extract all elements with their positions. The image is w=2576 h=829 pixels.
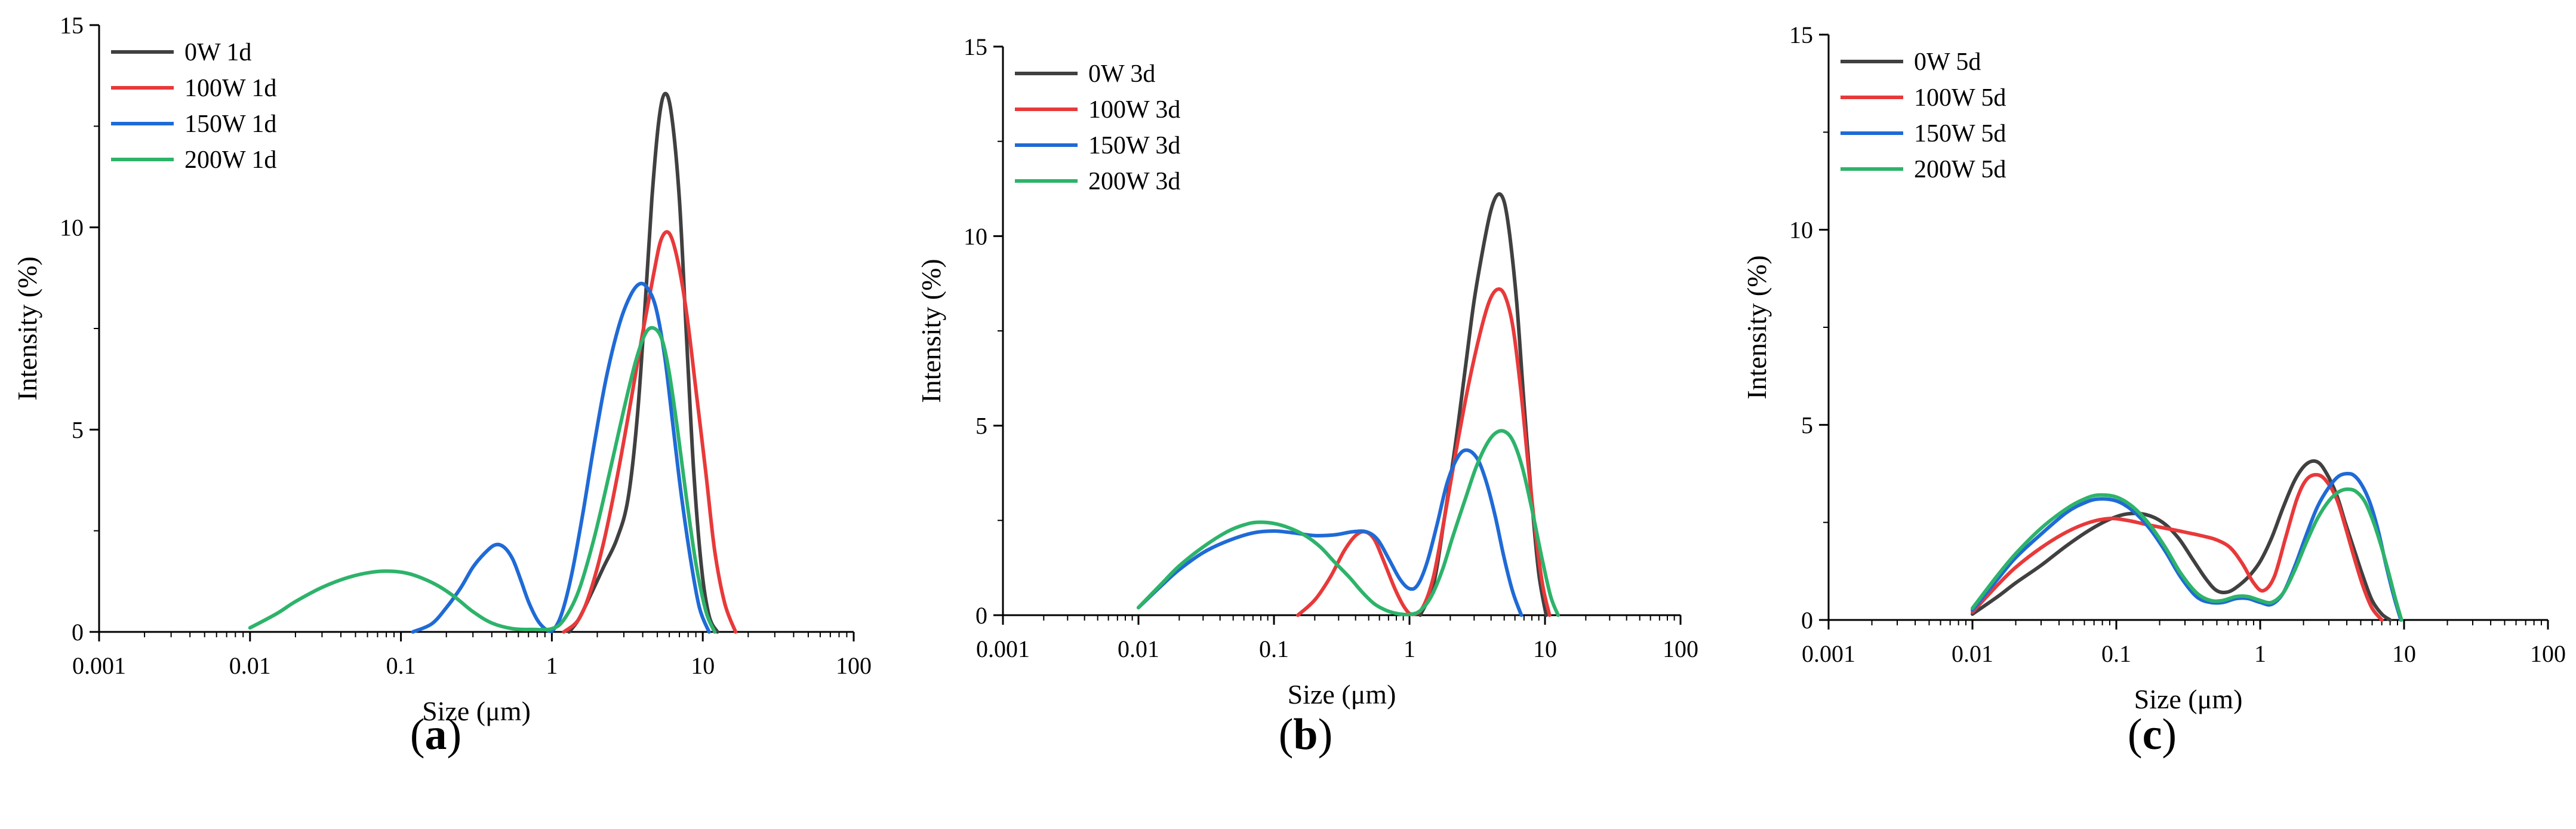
legend-entry-150w: 150W 3d [1088,132,1180,159]
legend-entry-100w: 100W 3d [1088,96,1180,124]
series-line-150w [1137,448,1524,617]
x-axis-label: Size (μm) [2134,684,2243,714]
x-tick-label: 100 [2530,640,2566,667]
legend-entry-0w: 0W 1d [184,39,251,66]
x-tick-label: 0.001 [976,635,1030,662]
series-line-200w [248,326,717,634]
y-tick-label: 10 [60,214,84,241]
y-tick-label: 15 [964,33,987,60]
legend-entry-0w: 0W 3d [1088,60,1155,88]
panel-label-b: (b) [1278,710,1333,759]
legend-entry-100w: 100W 1d [184,75,276,102]
y-tick-label: 15 [60,12,84,39]
x-tick-label: 1 [546,652,558,679]
series-line-0w [567,91,719,634]
x-tick-label: 0.01 [229,652,271,679]
x-axis-label: Size (μm) [1288,679,1396,710]
panel-label-a: (a) [410,710,462,759]
series-line-150w [411,281,711,634]
legend-entry-200w: 200W 3d [1088,168,1180,195]
x-tick-label: 0.01 [1952,640,1993,667]
chart-panel-a: 0.001 0.01 0.1 1 10 100 0 5 10 15 Size (μm) Intensi… [12,12,872,726]
chart-panel-c: 0.001 0.01 0.1 1 10 100 0 5 10 15 Size (μm) Intensi… [1741,22,2566,714]
x-tick-label: 1 [1404,635,1415,662]
y-axis-label: Intensity (%) [1741,255,1772,399]
chart-panel-b: 0.001 0.01 0.1 1 10 100 0 5 10 15 Size (μm) Intensi… [916,33,1698,710]
x-tick-label: 100 [836,652,872,679]
series-line-200w [1971,487,2403,622]
x-tick-label: 10 [691,652,715,679]
y-tick-label: 0 [975,602,987,629]
y-axis-label: Intensity (%) [12,256,42,400]
y-tick-label: 5 [975,413,987,440]
x-tick-label: 0.1 [386,652,416,679]
series-line-200w [1137,429,1560,617]
y-tick-label: 10 [964,223,987,250]
legend-entry-100w: 100W 5d [1914,84,2006,112]
y-tick-label: 10 [1789,217,1813,244]
x-tick-label: 0.1 [1259,635,1289,662]
x-tick-label: 1 [2254,640,2266,667]
y-tick-label: 0 [1801,607,1813,634]
y-tick-label: 15 [1789,22,1813,48]
legend-entry-150w: 150W 5d [1914,120,2006,148]
y-tick-label: 0 [72,619,84,646]
legend-entry-0w: 0W 5d [1914,48,1981,76]
x-tick-label: 0.001 [1802,640,1855,667]
x-tick-label: 10 [2392,640,2416,667]
series-line-100w [1296,287,1552,617]
y-axis-label: Intensity (%) [916,259,946,403]
panel-label-c: (c) [2127,710,2177,759]
legend-entry-150w: 150W 1d [184,110,276,138]
x-axis-label: Size (μm) [422,696,531,726]
legend-entry-200w: 200W 5d [1914,156,2006,183]
series-line-100w [1971,472,2384,622]
x-tick-label: 0.01 [1118,635,1159,662]
x-tick-label: 0.001 [72,652,126,679]
series-line-150w [1971,471,2403,622]
series-line-100w [562,230,738,634]
y-tick-label: 5 [72,416,84,443]
y-tick-label: 5 [1801,412,1813,438]
x-tick-label: 0.1 [2101,640,2131,667]
x-tick-label: 10 [1533,635,1557,662]
legend-entry-200w: 200W 1d [184,146,276,174]
x-tick-label: 100 [1663,635,1698,662]
